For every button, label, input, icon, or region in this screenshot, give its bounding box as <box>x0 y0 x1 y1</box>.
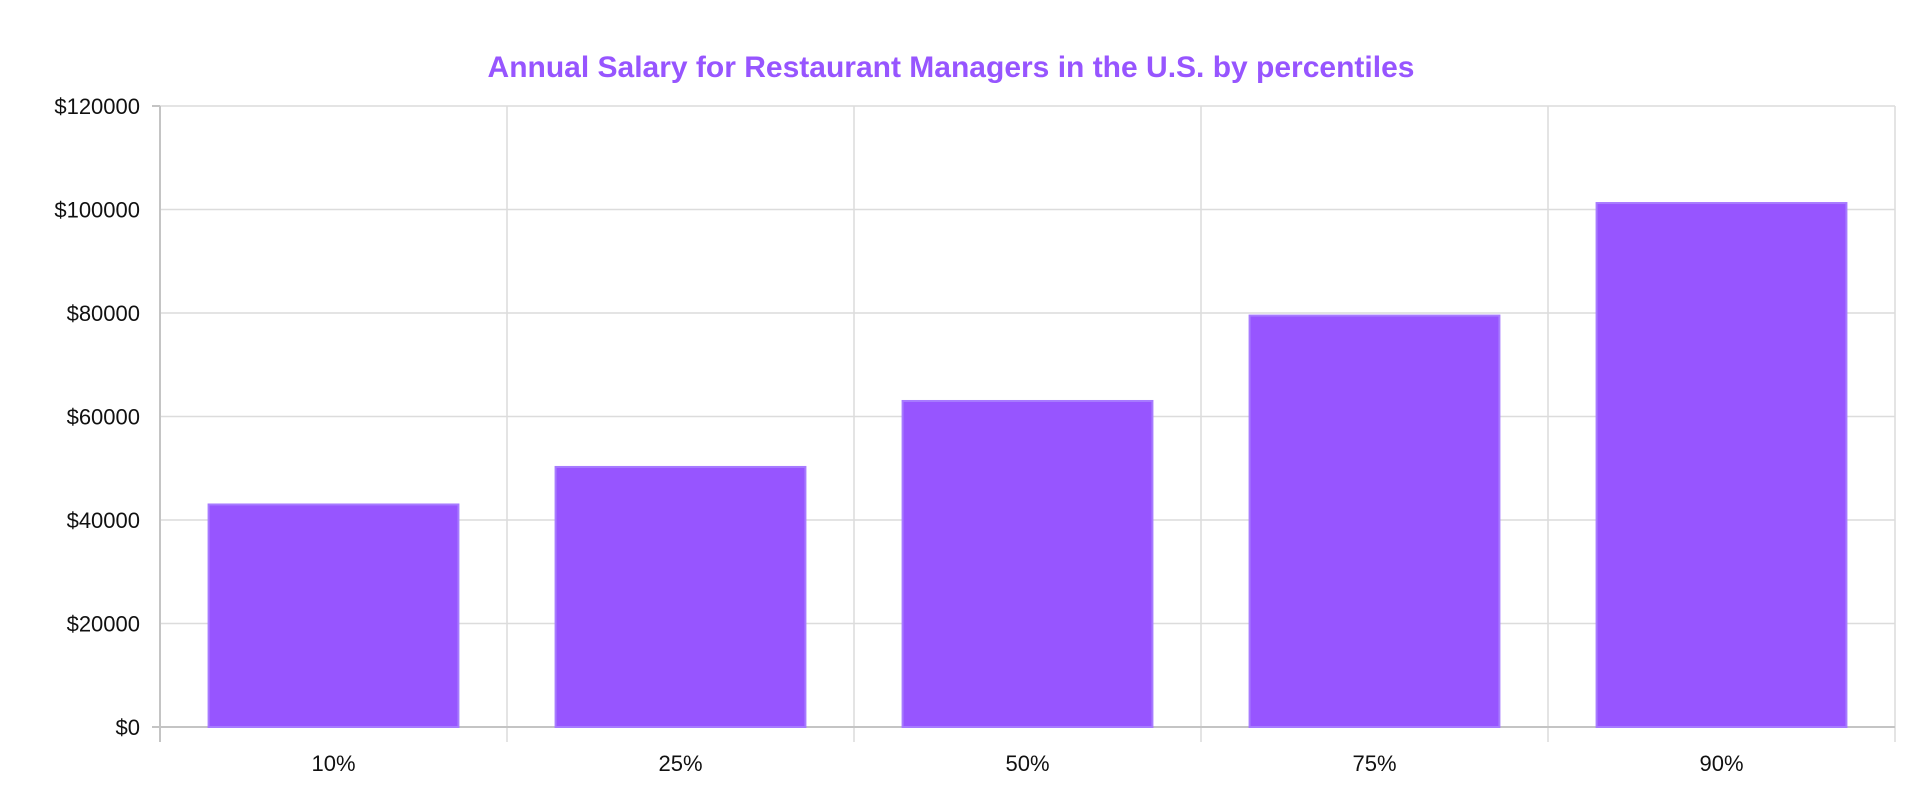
y-tick-label: $120000 <box>54 94 140 119</box>
y-tick-label: $20000 <box>67 612 140 637</box>
y-tick-label: $40000 <box>67 508 140 533</box>
y-tick-label: $80000 <box>67 301 140 326</box>
bar-75pct[interactable] <box>1248 314 1501 728</box>
y-tick-label: $60000 <box>67 405 140 430</box>
y-tick-label: $0 <box>116 715 140 740</box>
y-tick-label: $100000 <box>54 198 140 223</box>
chart-title: Annual Salary for Restaurant Managers in… <box>488 51 1415 84</box>
x-tick-label: 75% <box>1352 751 1396 776</box>
bar-10pct[interactable] <box>207 503 460 728</box>
x-tick-label: 90% <box>1699 751 1743 776</box>
bar-25pct[interactable] <box>554 465 807 728</box>
bar-50pct[interactable] <box>901 399 1154 728</box>
tick-labels: $0 $20000 $40000 $60000 $80000 $100000 $120000… <box>54 94 1743 776</box>
x-tick-label: 50% <box>1005 751 1049 776</box>
x-tick-label: 25% <box>658 751 702 776</box>
bar-90pct[interactable] <box>1595 202 1848 728</box>
x-tick-label: 10% <box>311 751 355 776</box>
bars <box>207 202 1848 728</box>
